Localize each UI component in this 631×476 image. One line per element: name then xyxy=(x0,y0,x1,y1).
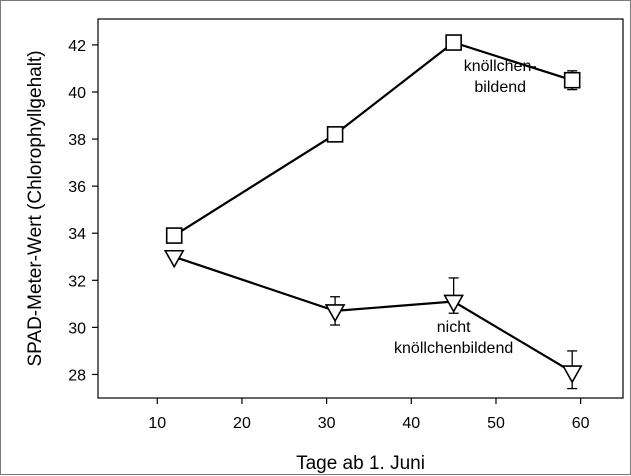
data-point-triangle xyxy=(443,294,465,314)
x-tick-label: 30 xyxy=(318,415,336,432)
y-axis-title: SPAD-Meter-Wert (Chlorophyllgehalt) xyxy=(25,50,46,366)
series-line xyxy=(173,255,573,374)
annotation-line: nicht xyxy=(437,319,471,336)
plot-area xyxy=(97,18,624,399)
series-layer xyxy=(163,34,583,390)
y-tick-label: 28 xyxy=(68,367,86,384)
y-tick-label: 40 xyxy=(68,85,86,102)
y-axis-ticks: 28 30 32 34 36 38 40 42 xyxy=(68,38,98,384)
data-point-square xyxy=(326,126,344,143)
y-tick-label: 30 xyxy=(68,320,86,337)
data-point-triangle xyxy=(324,304,346,323)
x-tick-label: 10 xyxy=(148,415,166,432)
x-axis-title: Tage ab 1. Juni xyxy=(296,453,425,474)
data-point-square xyxy=(165,227,183,244)
x-tick-label: 40 xyxy=(402,415,420,432)
annotation-1: knöllchen-bildend xyxy=(464,58,537,96)
series-1 xyxy=(165,34,581,244)
series-line xyxy=(173,41,573,237)
data-point-square xyxy=(563,71,581,89)
y-tick-label: 42 xyxy=(68,38,86,55)
y-tick-label: 34 xyxy=(68,226,86,243)
data-point-square xyxy=(445,34,462,51)
data-point-triangle xyxy=(561,365,583,384)
data-point-triangle xyxy=(163,249,185,269)
y-tick-label: 36 xyxy=(68,179,86,196)
annotation-line: knöllchenbildend xyxy=(394,340,513,357)
x-tick-label: 20 xyxy=(233,415,251,432)
x-axis-ticks: 10 20 30 40 50 60 xyxy=(148,398,590,432)
annotation-line: bildend xyxy=(474,79,526,96)
series-2 xyxy=(163,249,583,390)
annotation-2: nicht knöllchenbildend xyxy=(394,319,513,357)
y-tick-label: 32 xyxy=(68,273,86,290)
x-tick-label: 60 xyxy=(572,415,590,432)
x-tick-label: 50 xyxy=(487,415,505,432)
y-tick-label: 38 xyxy=(68,132,86,149)
annotation-layer: knöllchen-bildend nicht knöllchenbildend xyxy=(394,58,537,357)
annotation-line: knöllchen- xyxy=(464,58,537,75)
